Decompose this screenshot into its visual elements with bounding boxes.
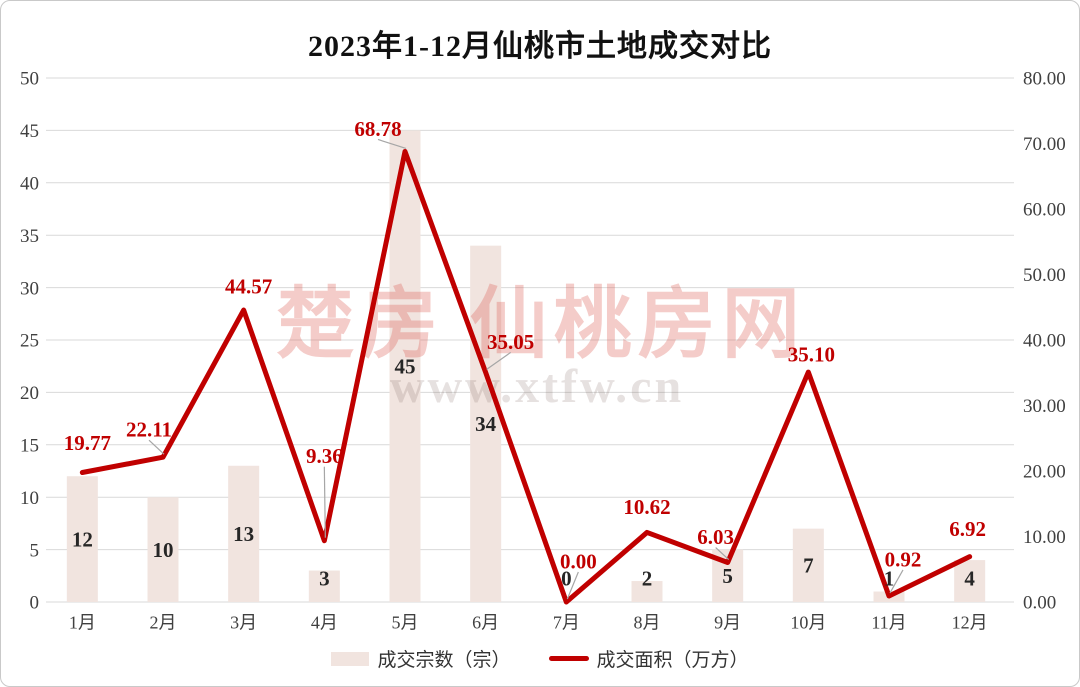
line-value-label: 0.92 [885,547,922,571]
watermark-url: www.xtfw.cn [390,360,684,413]
right-axis-tick-label: 50.00 [1023,265,1066,286]
legend-line-label: 成交面积（万方） [596,650,749,671]
right-axis-tick-label: 10.00 [1023,527,1066,548]
chart-title: 2023年1-12月仙桃市土地成交对比 [308,30,772,63]
x-axis-month-label: 9月 [714,612,741,632]
bar-value-label: 3 [319,566,330,590]
label-leader-line [715,547,730,560]
legend-bar-label: 成交宗数（宗） [377,650,511,671]
line-value-label: 10.62 [623,495,670,519]
bar-4月 [308,570,340,602]
bar-value-label: 7 [803,554,814,578]
line-value-label: 35.10 [788,342,835,366]
legend-item-bar-series: 成交宗数（宗） [331,645,511,672]
left-axis-tick-label: 35 [20,226,39,247]
left-axis-tick-label: 25 [20,331,39,352]
right-axis-tick-label: 30.00 [1023,396,1066,417]
left-axis-tick-label: 45 [20,121,39,142]
bar-10月 [792,528,824,602]
x-axis-month-label: 12月 [952,612,988,632]
bar-12月 [954,560,986,602]
bar-value-label: 5 [722,564,733,588]
area-line-series [79,148,973,605]
line-value-label: 22.11 [126,418,172,442]
line-value-label: 68.78 [354,117,401,141]
right-axis-tick-label: 60.00 [1023,200,1066,221]
label-leader-line [323,466,326,538]
right-axis-tick-label: 80.00 [1023,69,1066,90]
line-series-swatch-icon [548,656,589,661]
line-value-label: 6.92 [949,517,986,541]
legend-item-line-series: 成交面积（万方） [548,645,749,672]
bar-series-swatch-icon [331,651,370,666]
x-axis-month-label: 11月 [871,612,906,632]
left-axis-tick-label: 40 [20,173,39,194]
bar-2月 [147,497,179,602]
right-axis-tick-label: 70.00 [1023,134,1066,155]
left-axis-tick-label: 5 [30,540,40,561]
line-value-label: 0.00 [560,549,597,573]
bar-6月 [470,245,502,602]
x-axis-month-label: 2月 [150,612,177,632]
right-axis-tick-label: 20.00 [1023,462,1066,483]
bar-value-label: 1 [884,566,895,590]
chart-legend: 成交宗数（宗） 成交面积（万方） [1,645,1079,672]
x-axis-month-label: 3月 [230,612,257,632]
label-leader-line [566,571,579,600]
left-axis-tick-label: 10 [20,488,39,509]
label-leader-line [889,569,904,594]
left-axis-tick-label: 30 [20,278,39,299]
line-value-label: 19.77 [64,431,111,455]
x-axis-month-label: 6月 [472,612,499,632]
right-axis-tick-label: 40.00 [1023,331,1066,352]
x-axis-month-label: 5月 [392,612,419,632]
x-axis-month-label: 4月 [311,612,338,632]
left-axis-tick-label: 20 [20,383,39,404]
line-value-label: 9.36 [306,444,343,468]
bar-value-label: 12 [72,527,93,551]
bar-value-label: 4 [964,566,975,590]
bar-1月 [66,476,98,602]
x-axis-month-label: 8月 [634,612,661,632]
bar-value-label: 10 [153,538,174,562]
bar-value-label: 2 [642,566,653,590]
left-axis-tick-label: 15 [20,435,39,456]
label-leader-line [377,138,407,150]
left-axis-tick-label: 50 [20,69,39,90]
label-leader-line [148,439,165,455]
right-axis-tick-label: 0.00 [1023,593,1056,614]
bar-value-label: 0 [561,566,572,590]
label-leader-line [486,351,512,370]
bar-value-label: 34 [475,412,497,436]
bar-3月 [228,465,260,602]
x-axis-month-label: 1月 [69,612,96,632]
bar-value-label: 45 [395,355,416,379]
x-axis-month-label: 10月 [790,612,826,632]
bar-8月 [631,581,663,602]
watermark-text: 楚房 仙桃房网 [276,280,806,367]
x-axis-month-label: 7月 [553,612,580,632]
line-value-label: 6.03 [697,525,734,549]
line-value-label: 44.57 [225,274,272,298]
left-axis-tick-label: 0 [30,593,40,614]
line-value-label: 35.05 [487,330,534,354]
bar-value-label: 13 [233,522,254,546]
